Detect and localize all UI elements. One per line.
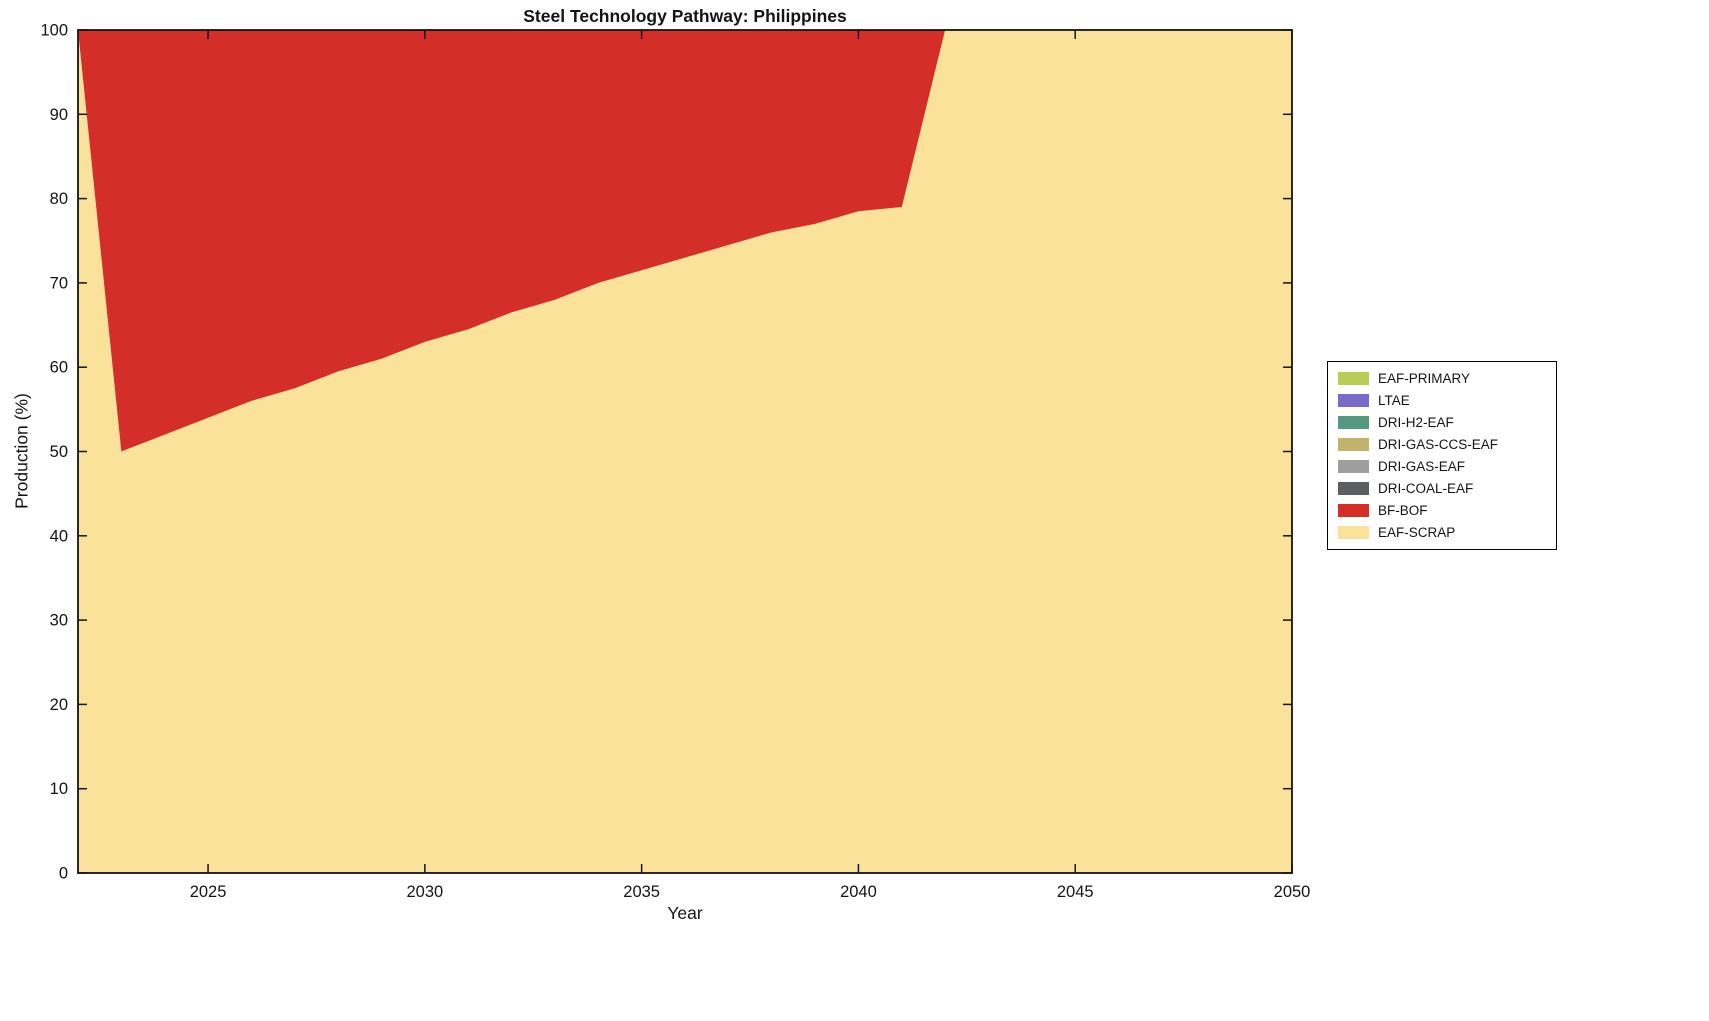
legend-item-dri-h2-eaf: DRI-H2-EAF [1338, 415, 1542, 430]
legend-swatch-dri-coal-eaf [1338, 482, 1369, 495]
y-tick-label: 40 [50, 527, 68, 545]
x-axis-label: Year [667, 903, 703, 923]
legend-swatch-dri-gas-ccs-eaf [1338, 438, 1369, 451]
legend-item-dri-gas-eaf: DRI-GAS-EAF [1338, 459, 1542, 474]
y-tick-label: 60 [50, 359, 68, 377]
x-tick-label: 2035 [623, 883, 660, 901]
y-tick-label: 90 [50, 106, 68, 124]
legend-item-bf-bof: BF-BOF [1338, 503, 1542, 518]
x-tick-label: 2045 [1057, 883, 1094, 901]
y-tick-label: 10 [50, 780, 68, 798]
chart-title: Steel Technology Pathway: Philippines [523, 6, 847, 26]
legend-item-ltae: LTAE [1338, 393, 1542, 408]
legend-swatch-bf-bof [1338, 504, 1369, 517]
y-tick-label: 70 [50, 274, 68, 292]
legend-item-eaf-scrap: EAF-SCRAP [1338, 525, 1542, 540]
legend-swatch-dri-h2-eaf [1338, 416, 1369, 429]
x-tick-label: 2030 [406, 883, 443, 901]
y-tick-label: 20 [50, 696, 68, 714]
y-tick-label: 30 [50, 612, 68, 630]
legend-label: EAF-PRIMARY [1378, 371, 1471, 386]
area-eaf-scrap [78, 30, 1292, 873]
y-tick-label: 0 [59, 865, 68, 883]
legend-item-dri-coal-eaf: DRI-COAL-EAF [1338, 481, 1542, 496]
y-tick-label: 100 [40, 22, 68, 40]
x-tick-label: 2025 [190, 883, 227, 901]
legend-item-eaf-primary: EAF-PRIMARY [1338, 371, 1542, 386]
legend-item-dri-gas-ccs-eaf: DRI-GAS-CCS-EAF [1338, 437, 1542, 452]
y-tick-label: 50 [50, 443, 68, 461]
x-tick-label: 2050 [1274, 883, 1311, 901]
legend-label: DRI-COAL-EAF [1378, 481, 1474, 496]
legend-label: EAF-SCRAP [1378, 525, 1456, 540]
legend-label: DRI-GAS-CCS-EAF [1378, 437, 1499, 452]
legend-swatch-eaf-primary [1338, 372, 1369, 385]
legend-label: LTAE [1378, 393, 1410, 408]
legend: EAF-PRIMARY LTAE DRI-H2-EAF DRI-GAS-CCS-EAF… [1327, 361, 1557, 550]
legend-label: DRI-H2-EAF [1378, 415, 1454, 430]
x-tick-label: 2040 [840, 883, 877, 901]
legend-swatch-ltae [1338, 394, 1369, 407]
area-bf-bof [78, 30, 1292, 452]
legend-swatch-eaf-scrap [1338, 526, 1369, 539]
y-tick-label: 80 [50, 190, 68, 208]
axes-box [77, 29, 1293, 874]
y-axis-label: Production (%) [11, 393, 32, 509]
legend-label: BF-BOF [1378, 503, 1428, 518]
legend-label: DRI-GAS-EAF [1378, 459, 1466, 474]
legend-swatch-dri-gas-eaf [1338, 460, 1369, 473]
